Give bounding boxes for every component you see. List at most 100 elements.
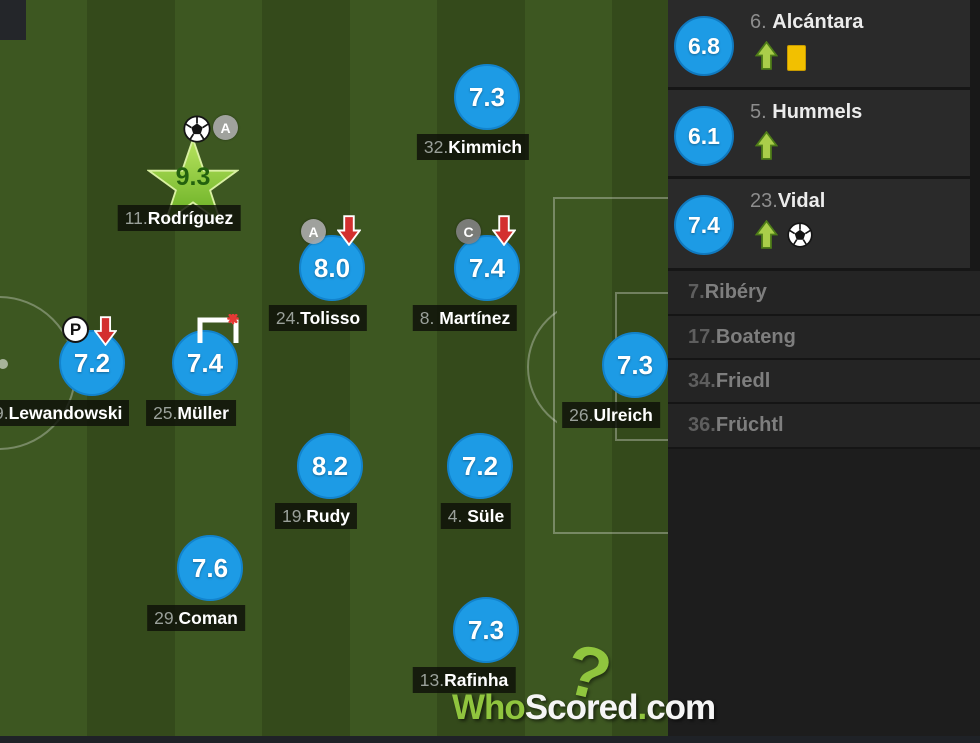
player-label: 9.Lewandowski (0, 400, 130, 426)
rating-badge[interactable]: 7.6 (177, 535, 243, 601)
bench-player-hummels[interactable]: 6.1 5. Hummels (668, 90, 970, 179)
rating-badge: 6.8 (674, 16, 734, 76)
rating-badge[interactable]: 7.3 (454, 64, 520, 130)
rating-value: 9.3 (175, 163, 211, 191)
player-number: 25. (153, 403, 178, 423)
event-icons (668, 213, 970, 254)
player-name: Süle (467, 506, 505, 526)
subbed-off-arrow-icon (336, 215, 362, 251)
player-rudy[interactable]: 8.2 19.Rudy (274, 433, 363, 529)
player-name: Ribéry (704, 281, 767, 303)
player-number: 24. (275, 308, 301, 328)
player-label: 23.Vidal (668, 179, 970, 213)
rating-value: 7.4 (688, 211, 720, 238)
bench-player-alcantara[interactable]: 6.8 6. Alcántara (668, 0, 970, 90)
event-icons (668, 34, 970, 75)
player-martinez[interactable]: C 7.4 8. Martínez (412, 215, 520, 331)
player-number: 11. (124, 208, 148, 228)
rating-value: 7.3 (467, 614, 505, 645)
corner-notch (0, 0, 26, 40)
subbed-on-arrow-icon (754, 219, 779, 254)
player-tolisso[interactable]: A 8.0 24.Tolisso (268, 215, 368, 331)
rating-badge[interactable]: 8.2 (297, 433, 363, 499)
player-label: 8. Martínez (412, 305, 518, 331)
player-number: 13. (419, 670, 445, 690)
rating-badge[interactable]: 7.4 (454, 235, 520, 301)
assist-badge-icon: A (301, 219, 326, 244)
logo-scored: Scored (524, 688, 639, 727)
captain-badge-icon: C (456, 219, 481, 244)
player-name: Boateng (715, 325, 796, 348)
rating-badge[interactable]: 7.2 (447, 433, 513, 499)
player-number: 23. (750, 190, 778, 212)
yellow-card-icon (787, 45, 806, 71)
player-rodriguez[interactable]: A 9.3 11.Rodríguez (117, 115, 241, 231)
player-number: 32. (423, 137, 449, 157)
rating-badge[interactable]: 7.3 (453, 597, 519, 663)
rating-value: 8.0 (313, 252, 351, 283)
player-label: 25.Müller (146, 400, 236, 426)
player-name: Rafinha (444, 670, 509, 690)
rating-value: 8.2 (311, 450, 349, 481)
player-label: 4. Süle (440, 503, 512, 529)
bench-player-fruchtl[interactable]: 36. Früchtl (668, 404, 980, 449)
rating-value: 7.3 (616, 349, 654, 380)
player-number: 26. (569, 405, 594, 425)
sidebar-edge (970, 0, 980, 450)
player-coman[interactable]: 7.6 29.Coman (147, 535, 245, 631)
player-name: Hummels (772, 101, 863, 123)
player-number: 36. (688, 414, 716, 436)
bench-player-vidal[interactable]: 7.4 23.Vidal (668, 179, 970, 271)
rating-badge[interactable]: 7.4 (172, 330, 238, 396)
player-name: Müller (177, 403, 229, 423)
rating-value: 7.3 (468, 81, 506, 112)
star-rating-badge[interactable]: 9.3 (147, 137, 239, 225)
player-label: 19.Rudy (274, 503, 358, 529)
logo-who: Who (452, 688, 526, 727)
bottom-edge-strip (0, 736, 980, 743)
event-icons (668, 124, 970, 165)
player-label: 24.Tolisso (268, 305, 368, 331)
assist-badge-icon: A (213, 115, 238, 140)
whoscored-logo: WhoScored.com (452, 688, 716, 728)
subbed-off-arrow-icon (93, 316, 118, 351)
rating-value: 7.6 (191, 552, 229, 583)
bench-player-friedl[interactable]: 34. Friedl (668, 360, 980, 404)
pitch: A 9.3 11.Rodríguez 7.3 32.Kimmich A 8.0 (0, 0, 716, 743)
player-label: 26.Ulreich (562, 402, 660, 428)
player-label: 32.Kimmich (416, 134, 530, 160)
bench-sidebar: 6.8 6. Alcántara 6.1 5. Hummels 7.4 23.V… (668, 0, 980, 743)
rating-badge[interactable]: 8.0 (299, 235, 365, 301)
subbed-off-arrow-icon (491, 215, 517, 251)
player-sule[interactable]: 7.2 4. Süle (440, 433, 513, 529)
rating-value: 7.2 (461, 450, 499, 481)
player-name: Ulreich (593, 405, 653, 425)
player-name: Rodríguez (147, 208, 234, 228)
player-rafinha[interactable]: 7.3 13.Rafinha (412, 597, 519, 693)
rating-value: 7.4 (186, 347, 224, 378)
rating-badge: 7.4 (674, 195, 734, 255)
player-number: 17. (688, 325, 716, 348)
rating-badge[interactable]: 7.3 (602, 332, 668, 398)
penalty-scored-icon: P (62, 316, 89, 343)
player-name: Tolisso (300, 308, 361, 328)
bench-player-boateng[interactable]: 17. Boateng (668, 316, 980, 360)
player-name: Coman (178, 608, 238, 628)
logo-com: com (646, 688, 716, 727)
rating-value: 6.8 (688, 32, 720, 59)
player-lewandowski[interactable]: P 7.2 9.Lewandowski (0, 316, 130, 426)
player-name: Rudy (306, 506, 351, 526)
player-ulreich[interactable]: 7.3 26.Ulreich (562, 332, 668, 428)
rating-value: 7.4 (468, 252, 506, 283)
player-label: 6. Alcántara (668, 0, 970, 34)
player-number: 6. (750, 11, 773, 33)
center-spot (0, 359, 8, 369)
player-label: 13.Rafinha (412, 667, 516, 693)
player-name: Kimmich (448, 137, 523, 157)
bench-player-ribery[interactable]: 7. Ribéry (668, 271, 980, 316)
player-number: 8. (419, 308, 440, 328)
player-number: 9. (0, 403, 9, 423)
player-kimmich[interactable]: 7.3 32.Kimmich (416, 64, 530, 160)
player-muller[interactable]: 7.4 25.Müller (146, 312, 239, 426)
